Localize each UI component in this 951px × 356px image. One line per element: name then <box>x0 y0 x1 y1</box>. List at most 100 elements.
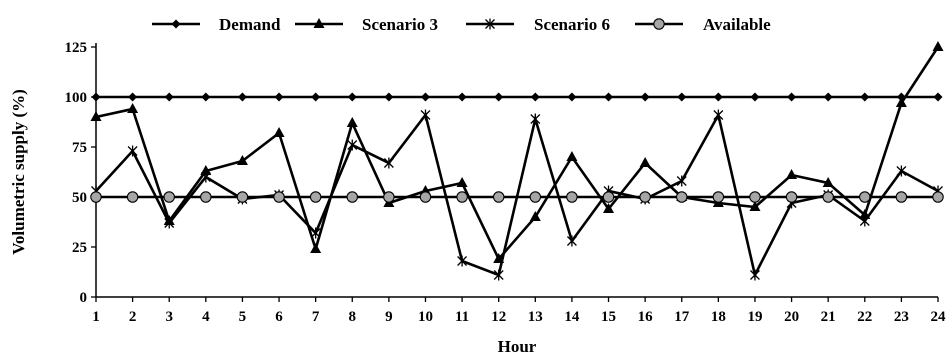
data-point <box>347 92 357 102</box>
data-point <box>675 191 688 203</box>
data-point <box>200 165 212 175</box>
data-point <box>236 155 248 165</box>
x-tick-label: 16 <box>638 309 654 325</box>
x-tick-label: 13 <box>528 309 543 325</box>
data-point <box>457 92 467 102</box>
legend-marker <box>485 18 495 30</box>
data-point <box>493 269 504 281</box>
data-point <box>90 191 102 203</box>
data-point <box>90 111 102 121</box>
data-point <box>128 92 138 102</box>
legend: Demand Scenario 3 Scenario 6 Available <box>152 15 771 34</box>
data-point <box>127 103 139 113</box>
x-tick-label: 10 <box>418 309 433 325</box>
legend-item: Available <box>635 15 771 34</box>
data-point <box>420 92 430 102</box>
data-point <box>346 117 358 127</box>
y-tick-label: 125 <box>65 40 88 56</box>
data-point <box>566 151 578 161</box>
data-point <box>309 191 322 203</box>
data-point <box>273 191 285 203</box>
data-point <box>274 92 284 102</box>
y-tick-label: 25 <box>72 240 87 256</box>
legend-marker <box>171 19 181 29</box>
data-point <box>676 175 687 187</box>
data-point <box>311 92 321 102</box>
data-point <box>237 92 247 102</box>
series-scenario-6 <box>91 109 943 281</box>
data-point <box>822 191 834 203</box>
data-point <box>384 92 394 102</box>
x-tick-label: 19 <box>747 309 762 325</box>
data-point <box>859 191 871 203</box>
series-layer <box>90 41 944 281</box>
data-point <box>823 92 833 102</box>
y-axis-title: Volumetric supply (%) <box>9 89 28 255</box>
data-point <box>567 92 577 102</box>
data-point <box>456 191 468 203</box>
data-point <box>895 191 908 203</box>
data-point <box>273 127 285 137</box>
data-point <box>640 92 650 102</box>
x-tick-label: 8 <box>349 309 357 325</box>
data-point <box>236 191 249 203</box>
legend-item: Scenario 3 <box>295 15 438 34</box>
legend-label: Scenario 6 <box>534 15 610 34</box>
data-point <box>933 92 943 102</box>
x-tick-label: 22 <box>857 309 872 325</box>
data-point <box>639 157 651 167</box>
data-point <box>750 92 760 102</box>
data-point <box>310 243 322 253</box>
legend-marker <box>313 18 325 28</box>
data-point <box>200 191 212 203</box>
data-point <box>859 215 870 227</box>
legend-label: Demand <box>219 15 281 34</box>
data-point <box>164 217 175 229</box>
legend-marker <box>653 18 665 30</box>
series-available <box>90 191 944 203</box>
data-point <box>896 165 907 177</box>
data-point <box>713 109 724 121</box>
data-point <box>457 255 468 267</box>
data-point <box>822 177 834 187</box>
x-tick-label: 15 <box>601 309 616 325</box>
data-point <box>787 92 797 102</box>
data-point <box>932 41 944 51</box>
data-point <box>494 92 504 102</box>
data-point <box>126 191 139 203</box>
legend-item: Demand <box>152 15 281 34</box>
data-point <box>529 211 541 221</box>
data-point <box>566 235 577 247</box>
legend-label: Available <box>703 15 771 34</box>
data-point <box>347 139 358 151</box>
x-tick-label: 2 <box>129 309 137 325</box>
data-point <box>127 145 138 157</box>
y-tick-label: 0 <box>80 290 88 306</box>
data-point <box>420 109 431 121</box>
data-point <box>860 92 870 102</box>
data-point <box>530 92 540 102</box>
legend-label: Scenario 3 <box>362 15 438 34</box>
x-tick-label: 3 <box>165 309 173 325</box>
series-line <box>95 46 940 262</box>
legend-item: Scenario 6 <box>466 15 610 34</box>
data-point <box>492 191 505 203</box>
x-tick-label: 9 <box>385 309 393 325</box>
data-point <box>163 191 175 203</box>
data-point <box>713 92 723 102</box>
data-point <box>383 157 394 169</box>
data-point <box>785 191 798 203</box>
data-point <box>604 92 614 102</box>
data-point <box>164 92 174 102</box>
x-tick-label: 20 <box>784 309 799 325</box>
data-point <box>529 191 542 203</box>
data-point <box>530 113 541 125</box>
data-point <box>749 201 761 211</box>
y-tick-label: 100 <box>65 90 88 106</box>
x-tick-label: 12 <box>491 309 506 325</box>
data-point <box>712 191 725 203</box>
y-tick-label: 75 <box>72 140 87 156</box>
x-tick-label: 23 <box>894 309 909 325</box>
